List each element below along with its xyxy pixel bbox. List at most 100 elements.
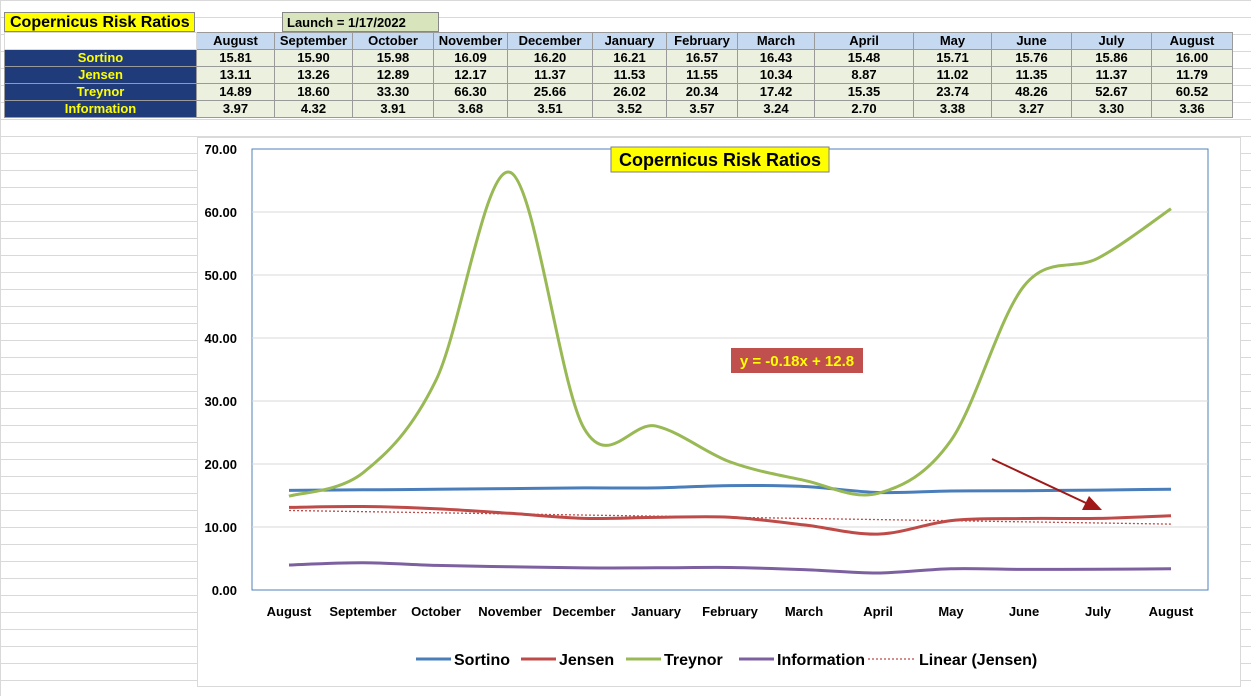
x-tick-label: March: [785, 604, 823, 619]
value-cell[interactable]: 16.09: [433, 49, 508, 67]
value-cell[interactable]: 11.37: [1071, 66, 1152, 84]
value-cell[interactable]: 3.97: [196, 100, 275, 118]
chart-area[interactable]: 0.00 10.00 20.00 30.00 40.00 50.00 60.00 70.00 A…: [197, 137, 1241, 687]
annotation-arrow-head: [1082, 496, 1102, 510]
value-cell[interactable]: 15.81: [196, 49, 275, 67]
value-cell[interactable]: 60.52: [1151, 83, 1233, 101]
value-cell[interactable]: 16.43: [737, 49, 815, 67]
month-header[interactable]: October: [352, 32, 434, 50]
value-cell[interactable]: 3.38: [913, 100, 992, 118]
row-label-sortino[interactable]: Sortino: [4, 49, 197, 67]
x-tick-label: October: [411, 604, 461, 619]
month-header[interactable]: February: [666, 32, 738, 50]
table-header-row: August September October November December Ja…: [4, 32, 1233, 50]
value-cell[interactable]: 17.42: [737, 83, 815, 101]
value-cell[interactable]: 10.34: [737, 66, 815, 84]
month-header[interactable]: May: [913, 32, 992, 50]
value-cell[interactable]: 12.17: [433, 66, 508, 84]
table-row: Jensen 13.11 13.26 12.89 12.17 11.37 11.53 11.5…: [4, 66, 1233, 84]
value-cell[interactable]: 48.26: [991, 83, 1072, 101]
value-cell[interactable]: 14.89: [196, 83, 275, 101]
value-cell[interactable]: 3.68: [433, 100, 508, 118]
value-cell[interactable]: 3.24: [737, 100, 815, 118]
value-cell[interactable]: 13.26: [274, 66, 353, 84]
y-tick-label: 50.00: [204, 268, 237, 283]
value-cell[interactable]: 25.66: [507, 83, 593, 101]
value-cell[interactable]: 11.37: [507, 66, 593, 84]
value-cell[interactable]: 11.02: [913, 66, 992, 84]
y-tick-label: 0.00: [212, 583, 237, 598]
value-cell[interactable]: 15.35: [814, 83, 914, 101]
value-cell[interactable]: 16.00: [1151, 49, 1233, 67]
value-cell[interactable]: 12.89: [352, 66, 434, 84]
row-label-jensen[interactable]: Jensen: [4, 66, 197, 84]
table-row: Treynor 14.89 18.60 33.30 66.30 25.66 26.02 20.…: [4, 83, 1233, 101]
value-cell[interactable]: 8.87: [814, 66, 914, 84]
month-header[interactable]: March: [737, 32, 815, 50]
legend-label-sortino: Sortino: [454, 652, 510, 669]
table-row: Sortino 15.81 15.90 15.98 16.09 16.20 16.21 16.…: [4, 49, 1233, 67]
month-header[interactable]: November: [433, 32, 508, 50]
value-cell[interactable]: 3.57: [666, 100, 738, 118]
value-cell[interactable]: 2.70: [814, 100, 914, 118]
month-header[interactable]: July: [1071, 32, 1152, 50]
value-cell[interactable]: 3.27: [991, 100, 1072, 118]
value-cell[interactable]: 16.57: [666, 49, 738, 67]
x-tick-label: April: [863, 604, 893, 619]
value-cell[interactable]: 11.79: [1151, 66, 1233, 84]
row-label-treynor[interactable]: Treynor: [4, 83, 197, 101]
value-cell[interactable]: 15.48: [814, 49, 914, 67]
table-row: Information 3.97 4.32 3.91 3.68 3.51 3.52 3.57 3…: [4, 100, 1233, 118]
legend-label-jensen: Jensen: [559, 652, 614, 669]
month-header[interactable]: June: [991, 32, 1072, 50]
value-cell[interactable]: 66.30: [433, 83, 508, 101]
month-header[interactable]: August: [196, 32, 275, 50]
y-tick-label: 30.00: [204, 394, 237, 409]
value-cell[interactable]: 15.98: [352, 49, 434, 67]
month-header[interactable]: August: [1151, 32, 1233, 50]
month-header[interactable]: April: [814, 32, 914, 50]
value-cell[interactable]: 3.36: [1151, 100, 1233, 118]
value-cell[interactable]: 18.60: [274, 83, 353, 101]
annotation-arrow-shaft: [991, 458, 1087, 504]
launch-date-cell[interactable]: Launch = 1/17/2022: [282, 12, 439, 32]
x-tick-label: November: [478, 604, 542, 619]
value-cell[interactable]: 15.86: [1071, 49, 1152, 67]
value-cell[interactable]: 26.02: [592, 83, 667, 101]
value-cell[interactable]: 11.35: [991, 66, 1072, 84]
value-cell[interactable]: 16.20: [507, 49, 593, 67]
value-cell[interactable]: 15.90: [274, 49, 353, 67]
month-header[interactable]: September: [274, 32, 353, 50]
value-cell[interactable]: 16.21: [592, 49, 667, 67]
value-cell[interactable]: 52.67: [1071, 83, 1152, 101]
month-header[interactable]: December: [507, 32, 593, 50]
chart-title: Copernicus Risk Ratios: [619, 150, 821, 170]
value-cell[interactable]: 3.91: [352, 100, 434, 118]
corner-cell[interactable]: [4, 32, 197, 50]
x-tick-label: August: [267, 604, 312, 619]
series-line-sortino: [288, 483, 1172, 495]
x-tick-label: June: [1009, 604, 1039, 619]
value-cell[interactable]: 3.30: [1071, 100, 1152, 118]
value-cell[interactable]: 13.11: [196, 66, 275, 84]
value-cell[interactable]: 23.74: [913, 83, 992, 101]
value-cell[interactable]: 3.51: [507, 100, 593, 118]
value-cell[interactable]: 4.32: [274, 100, 353, 118]
line-chart: 0.00 10.00 20.00 30.00 40.00 50.00 60.00 70.00 A…: [204, 142, 1209, 669]
trendline-equation-box: [731, 348, 863, 373]
y-tick-label: 60.00: [204, 205, 237, 220]
value-cell[interactable]: 15.76: [991, 49, 1072, 67]
value-cell[interactable]: 11.55: [666, 66, 738, 84]
value-cell[interactable]: 11.53: [592, 66, 667, 84]
value-cell[interactable]: 15.71: [913, 49, 992, 67]
month-header[interactable]: January: [592, 32, 667, 50]
x-tick-label: July: [1085, 604, 1112, 619]
value-cell[interactable]: 33.30: [352, 83, 434, 101]
x-tick-label: August: [1149, 604, 1194, 619]
sheet-title[interactable]: Copernicus Risk Ratios: [4, 12, 195, 32]
y-tick-label: 40.00: [204, 331, 237, 346]
value-cell[interactable]: 3.52: [592, 100, 667, 118]
row-label-information[interactable]: Information: [4, 100, 197, 118]
legend-label-trendline: Linear (Jensen): [919, 652, 1037, 669]
value-cell[interactable]: 20.34: [666, 83, 738, 101]
